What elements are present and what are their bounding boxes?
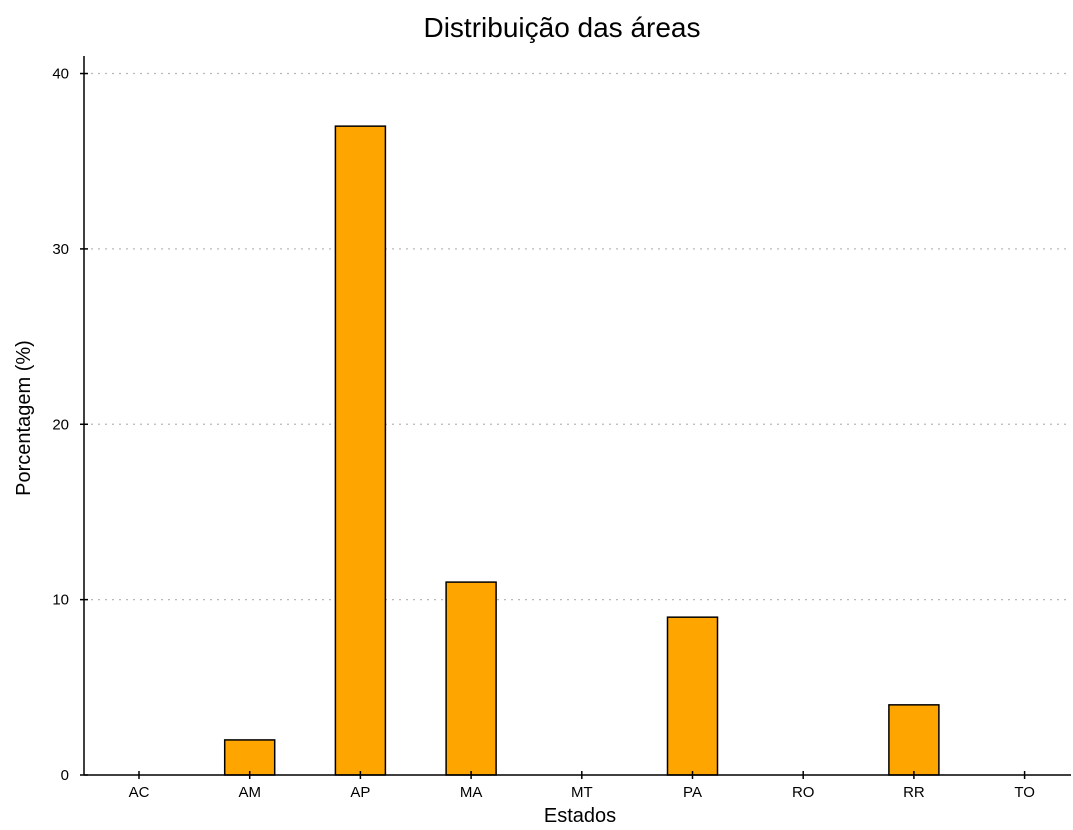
x-tick-label: AP [350,784,370,801]
gridlines [84,72,1071,601]
x-tick-label: AM [238,784,261,801]
bar-rr [888,704,940,776]
y-tick-label: 20 [52,416,69,433]
x-tick-label: MA [460,784,483,801]
y-ticks: 0 10 20 30 40 [52,66,88,784]
x-tick-label: PA [683,784,702,801]
x-tick-label: RR [903,784,925,801]
x-tick-label: RO [792,784,815,801]
x-ticks: AC AM AP MA MT PA RO RR TO [129,771,1035,801]
x-tick-label: AC [129,784,150,801]
bar-pa [666,616,719,776]
x-tick-label: TO [1014,784,1035,801]
y-tick-label: 0 [61,767,69,784]
bar-ma [445,581,497,776]
y-tick-label: 30 [52,241,69,258]
x-axis-label: Estados [544,805,616,827]
chart-title: Distribuição das áreas [423,12,700,43]
bar-am [223,739,276,776]
bars [223,125,940,776]
y-tick-label: 40 [52,66,69,83]
y-tick-label: 10 [52,592,69,609]
y-axis-label: Porcentagem (%) [13,340,35,496]
bar-ap [334,125,387,776]
x-tick-label: MT [571,784,593,801]
